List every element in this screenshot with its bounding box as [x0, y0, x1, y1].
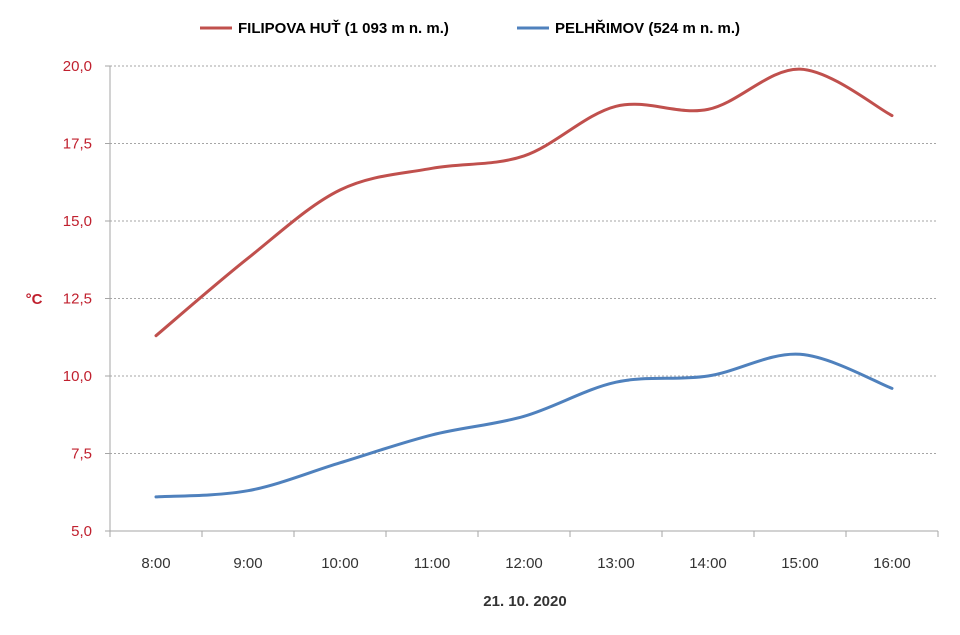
y-tick-label: 12,5 — [63, 291, 92, 308]
y-axis-title: °C — [26, 291, 43, 308]
y-tick-label: 15,0 — [63, 213, 92, 230]
x-tick-label: 16:00 — [873, 555, 911, 572]
series-line-0 — [154, 67, 894, 338]
y-tick-label: 20,0 — [63, 58, 92, 75]
x-tick-label: 11:00 — [414, 555, 450, 572]
y-tick-label: 7,5 — [71, 446, 92, 463]
x-tick-label: 12:00 — [505, 555, 543, 572]
x-tick-label: 15:00 — [781, 555, 819, 572]
gridlines — [110, 65, 938, 454]
x-tick-label: 8:00 — [141, 555, 170, 572]
y-tick-label: 17,5 — [63, 136, 92, 153]
x-axis-title: 21. 10. 2020 — [483, 593, 566, 610]
x-tick-labels: 8:00 9:00 10:00 11:00 12:00 13:00 14:00 15:00 16… — [141, 555, 910, 572]
y-tick-label: 5,0 — [71, 523, 92, 540]
series-lines — [154, 67, 894, 499]
legend-label-0: FILIPOVA HUŤ (1 093 m n. m.) — [238, 19, 449, 37]
y-tick-label: 10,0 — [63, 368, 92, 385]
x-tick-label: 10:00 — [321, 555, 359, 572]
axes — [105, 65, 939, 537]
legend-label-1: PELHŘIMOV (524 m n. m.) — [555, 19, 740, 37]
y-tick-labels: 5,0 7,5 10,0 12,5 15,0 17,5 20,0 — [63, 58, 92, 540]
x-tick-label: 13:00 — [597, 555, 635, 572]
series-line-1 — [154, 352, 894, 499]
x-tick-label: 14:00 — [689, 555, 727, 572]
legend: FILIPOVA HUŤ (1 093 m n. m.) PELHŘIMOV (5… — [200, 19, 740, 37]
x-tick-label: 9:00 — [233, 555, 262, 572]
